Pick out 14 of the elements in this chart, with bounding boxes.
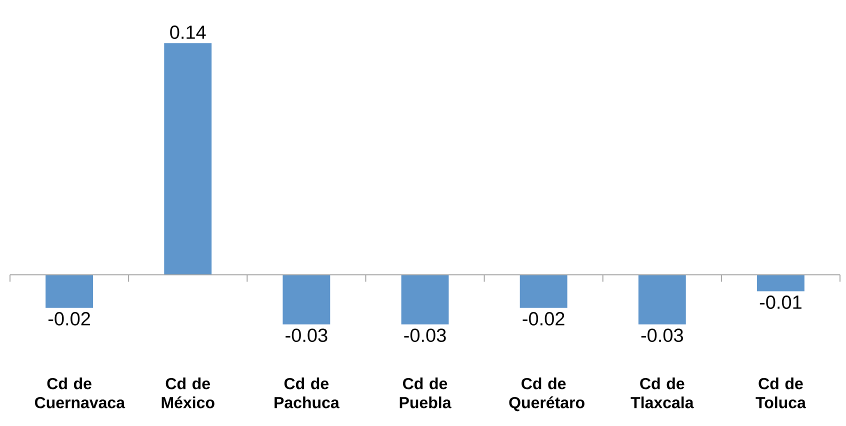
x-tick-label: Cd de Tlaxcala [630, 378, 694, 408]
data-label: -0.03 [641, 328, 683, 342]
data-label: -0.03 [404, 328, 446, 342]
x-tick-label: Cd de Pachuca [274, 378, 340, 408]
x-tick-label: Cd de Querétaro [509, 378, 584, 412]
data-label: -0.03 [286, 328, 328, 342]
x-tick-label: Cd de México [162, 378, 214, 408]
data-label: -0.01 [760, 295, 802, 309]
data-label: -0.02 [522, 312, 564, 326]
data-label: -0.02 [48, 312, 90, 326]
x-tick-label: Cd de Cuernavaca [34, 378, 126, 408]
data-label: 0.14 [170, 26, 206, 39]
x-tick-label: Cd de Puebla [400, 378, 452, 408]
x-tick-label: Cd de Toluca [756, 378, 806, 408]
